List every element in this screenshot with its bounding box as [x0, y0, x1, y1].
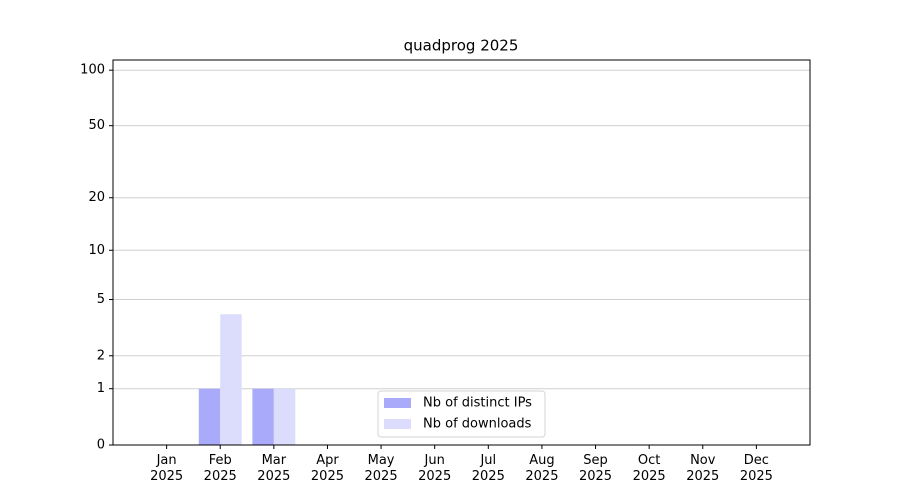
- y-tick-label: 100: [80, 63, 105, 78]
- y-tick-label: 20: [88, 190, 105, 205]
- x-tick-label: May 2025: [364, 453, 398, 484]
- legend-label: Nb of distinct IPs: [423, 396, 532, 411]
- y-tick-label: 10: [88, 243, 105, 258]
- y-tick-label: 50: [88, 118, 105, 133]
- x-tick-label: Jun 2025: [418, 453, 452, 484]
- bar: [252, 388, 274, 445]
- x-tick-label: Apr 2025: [310, 453, 344, 484]
- bar: [220, 314, 242, 445]
- legend-frame: [377, 390, 546, 438]
- chart-title: quadprog 2025: [404, 37, 519, 55]
- plot-frame: [112, 59, 811, 446]
- x-tick-label: Dec 2025: [739, 453, 773, 484]
- x-tick-label: Aug 2025: [525, 453, 559, 484]
- y-tick-label: 5: [97, 292, 105, 307]
- bar: [273, 388, 296, 445]
- legend: Nb of distinct IPs Nb of downloads: [377, 390, 546, 438]
- bar: [198, 388, 221, 445]
- x-tick-label: Oct 2025: [632, 453, 666, 484]
- x-tick-label: Nov 2025: [686, 453, 720, 484]
- x-tick-label: Jul 2025: [471, 453, 505, 484]
- legend-swatch: [384, 419, 411, 429]
- y-tick-label: 1: [97, 381, 105, 396]
- y-tick-label: 2: [97, 348, 105, 363]
- x-tick-label: Sep 2025: [578, 453, 613, 484]
- x-tick-label: Mar 2025: [257, 453, 291, 484]
- x-tick-label: Jan 2025: [150, 453, 184, 484]
- x-tick-label: Feb 2025: [203, 453, 237, 484]
- legend-label: Nb of downloads: [423, 417, 532, 432]
- legend-swatch: [384, 398, 411, 408]
- y-tick-label: 0: [97, 438, 105, 453]
